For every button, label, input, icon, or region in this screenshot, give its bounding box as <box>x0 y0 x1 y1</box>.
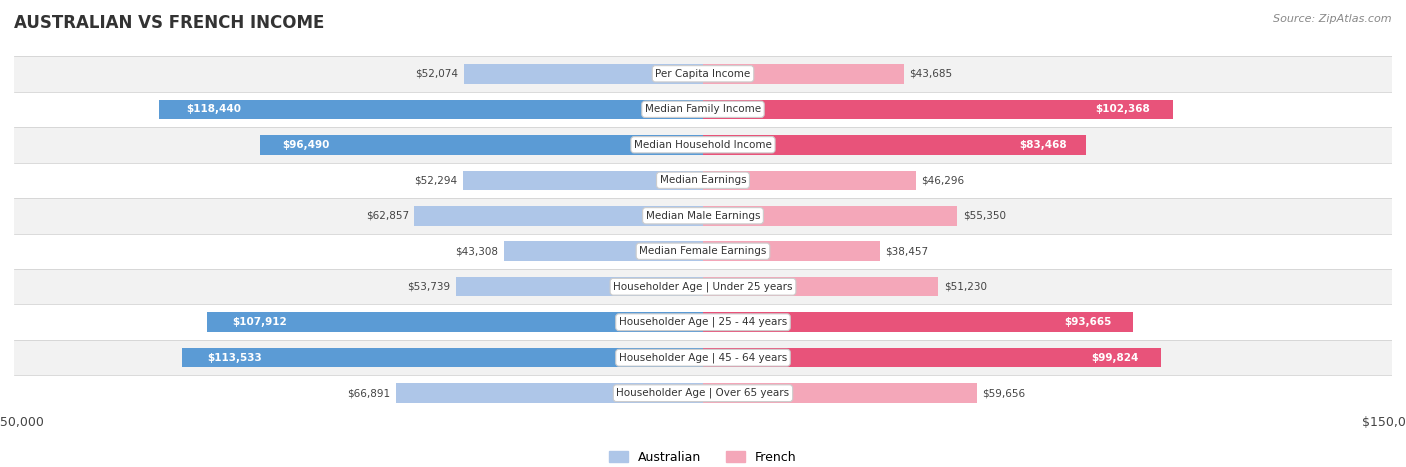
Bar <box>14 375 1392 411</box>
Text: $118,440: $118,440 <box>186 104 242 114</box>
Bar <box>703 99 1173 119</box>
Bar <box>260 135 703 155</box>
Text: Source: ZipAtlas.com: Source: ZipAtlas.com <box>1274 14 1392 24</box>
Text: Householder Age | 25 - 44 years: Householder Age | 25 - 44 years <box>619 317 787 327</box>
Bar <box>464 64 703 84</box>
Text: $96,490: $96,490 <box>283 140 329 150</box>
Legend: Australian, French: Australian, French <box>605 446 801 467</box>
Text: $93,665: $93,665 <box>1064 317 1112 327</box>
Bar <box>456 277 703 297</box>
Text: Householder Age | 45 - 64 years: Householder Age | 45 - 64 years <box>619 353 787 363</box>
Bar <box>703 312 1133 332</box>
Bar <box>14 234 1392 269</box>
Text: $83,468: $83,468 <box>1019 140 1067 150</box>
Text: $59,656: $59,656 <box>983 388 1025 398</box>
Bar <box>181 348 703 368</box>
Text: $52,074: $52,074 <box>415 69 458 79</box>
Bar <box>703 348 1161 368</box>
Text: $51,230: $51,230 <box>943 282 987 292</box>
Text: $107,912: $107,912 <box>232 317 287 327</box>
Text: $53,739: $53,739 <box>408 282 451 292</box>
Text: $102,368: $102,368 <box>1095 104 1150 114</box>
Text: $62,857: $62,857 <box>366 211 409 221</box>
Bar <box>703 383 977 403</box>
Bar <box>14 92 1392 127</box>
Text: Householder Age | Under 25 years: Householder Age | Under 25 years <box>613 282 793 292</box>
Bar <box>207 312 703 332</box>
Text: $113,533: $113,533 <box>208 353 263 363</box>
Bar <box>463 170 703 190</box>
Bar <box>14 269 1392 304</box>
Text: AUSTRALIAN VS FRENCH INCOME: AUSTRALIAN VS FRENCH INCOME <box>14 14 325 32</box>
Bar <box>703 277 938 297</box>
Text: $46,296: $46,296 <box>921 175 965 185</box>
Bar <box>703 135 1087 155</box>
Bar <box>14 56 1392 92</box>
Bar <box>415 206 703 226</box>
Bar <box>703 206 957 226</box>
Text: Median Female Earnings: Median Female Earnings <box>640 246 766 256</box>
Text: $52,294: $52,294 <box>415 175 457 185</box>
Text: $43,308: $43,308 <box>456 246 499 256</box>
Text: Median Household Income: Median Household Income <box>634 140 772 150</box>
Text: $55,350: $55,350 <box>963 211 1005 221</box>
Text: Median Family Income: Median Family Income <box>645 104 761 114</box>
Text: Per Capita Income: Per Capita Income <box>655 69 751 79</box>
Text: $43,685: $43,685 <box>910 69 952 79</box>
Text: Median Earnings: Median Earnings <box>659 175 747 185</box>
Text: $66,891: $66,891 <box>347 388 391 398</box>
Text: $38,457: $38,457 <box>886 246 928 256</box>
Bar <box>14 304 1392 340</box>
Bar <box>395 383 703 403</box>
Text: Householder Age | Over 65 years: Householder Age | Over 65 years <box>616 388 790 398</box>
Bar <box>14 198 1392 234</box>
Bar <box>703 170 915 190</box>
Bar <box>14 127 1392 163</box>
Bar <box>703 64 904 84</box>
Bar <box>505 241 703 261</box>
Text: $99,824: $99,824 <box>1091 353 1139 363</box>
Bar <box>14 340 1392 375</box>
Bar <box>14 163 1392 198</box>
Bar <box>703 241 880 261</box>
Bar <box>159 99 703 119</box>
Text: Median Male Earnings: Median Male Earnings <box>645 211 761 221</box>
